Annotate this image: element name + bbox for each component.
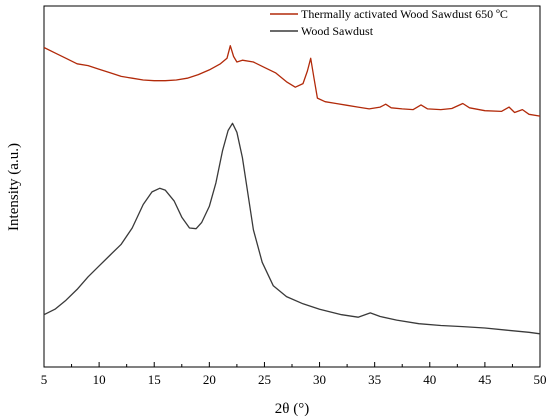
- legend: Thermally activated Wood Sawdust 650 ºC …: [270, 7, 508, 38]
- x-tick-label: 25: [258, 372, 271, 387]
- series-lines: [43, 45, 541, 335]
- x-axis-title: 2θ (°): [275, 401, 309, 417]
- y-axis-title: Intensity (a.u.): [6, 143, 22, 231]
- x-tick-label: 30: [313, 372, 326, 387]
- x-tick-label: 35: [368, 372, 381, 387]
- x-tick-label: 5: [41, 372, 48, 387]
- legend-label-activated: Thermally activated Wood Sawdust 650 ºC: [301, 7, 508, 21]
- legend-label-sawdust: Wood Sawdust: [301, 24, 374, 38]
- x-tick-label: 40: [423, 372, 436, 387]
- x-tick-label: 20: [203, 372, 216, 387]
- x-tick-label: 10: [93, 372, 106, 387]
- x-tick-label: 45: [478, 372, 491, 387]
- series-line-sawdust: [43, 122, 541, 335]
- x-tick-label: 50: [534, 372, 547, 387]
- series-line-activated: [43, 45, 541, 117]
- x-tick-label: 15: [148, 372, 161, 387]
- x-axis-ticks: 5 10 15 20 25 30 35 40 45 50: [41, 362, 547, 387]
- plot-frame: [43, 5, 541, 368]
